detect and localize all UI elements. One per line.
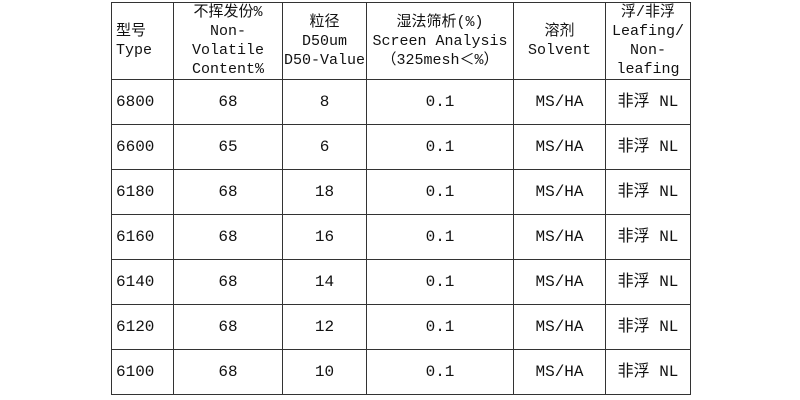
header-line: 型号 (116, 23, 147, 40)
cell-screen-analysis: 0.1 (366, 304, 514, 350)
cell-non-volatile-content: 68 (173, 259, 283, 305)
table-row: 6120 68 12 0.1 MS/HA 非浮 NL (111, 304, 691, 350)
table-row: 6100 68 10 0.1 MS/HA 非浮 NL (111, 349, 691, 395)
header-line: Type (116, 42, 153, 59)
table-row: 6180 68 18 0.1 MS/HA 非浮 NL (111, 169, 691, 215)
cell-non-volatile-content: 68 (173, 304, 283, 350)
header-non-volatile-content: 不挥发份% Non-Volatile Content% (173, 2, 283, 80)
cell-solvent: MS/HA (513, 79, 606, 125)
header-line: （325mesh＜%） (381, 51, 499, 69)
cell-screen-analysis: 0.1 (366, 349, 514, 395)
cell-type: 6140 (111, 259, 174, 305)
cell-non-volatile-content: 68 (173, 214, 283, 260)
cell-d50-value: 8 (282, 79, 367, 125)
cell-type: 6600 (111, 124, 174, 170)
header-line: Screen Analysis (372, 32, 508, 50)
cell-type: 6160 (111, 214, 174, 260)
header-line: 湿法筛析(%) (396, 13, 484, 31)
cell-solvent: MS/HA (513, 259, 606, 305)
cell-screen-analysis: 0.1 (366, 169, 514, 215)
cell-type: 6800 (111, 79, 174, 125)
table-row: 6600 65 6 0.1 MS/HA 非浮 NL (111, 124, 691, 170)
cell-leafing: 非浮 NL (605, 214, 691, 260)
cell-d50-value: 6 (282, 124, 367, 170)
header-line: Non-Volatile (191, 23, 264, 59)
cell-solvent: MS/HA (513, 124, 606, 170)
cell-leafing: 非浮 NL (605, 259, 691, 305)
cell-screen-analysis: 0.1 (366, 214, 514, 260)
cell-d50-value: 12 (282, 304, 367, 350)
cell-solvent: MS/HA (513, 214, 606, 260)
header-row: 型号 Type 不挥发份% Non-Volatile Content% 粒径 D50um D… (111, 2, 691, 80)
table-row: 6800 68 8 0.1 MS/HA 非浮 NL (111, 79, 691, 125)
cell-leafing: 非浮 NL (605, 304, 691, 350)
header-line: 浮/非浮 (620, 4, 675, 21)
cell-non-volatile-content: 65 (173, 124, 283, 170)
cell-solvent: MS/HA (513, 304, 606, 350)
cell-type: 6100 (111, 349, 174, 395)
cell-d50-value: 10 (282, 349, 367, 395)
header-d50-value: 粒径 D50um D50-Value (282, 2, 367, 80)
header-line: 不挥发份% (193, 4, 263, 21)
cell-non-volatile-content: 68 (173, 349, 283, 395)
table-body: 6800 68 8 0.1 MS/HA 非浮 NL 6600 65 6 0.1 MS/HA 非浮 NL… (111, 79, 691, 395)
header-leafing: 浮/非浮 Leafing/Non-leafing (605, 2, 691, 80)
cell-leafing: 非浮 NL (605, 349, 691, 395)
cell-leafing: 非浮 NL (605, 124, 691, 170)
header-line: Leafing/ (611, 23, 684, 40)
header-line: Solvent (527, 42, 591, 59)
cell-screen-analysis: 0.1 (366, 79, 514, 125)
cell-screen-analysis: 0.1 (366, 259, 514, 305)
header-line: Content% (191, 61, 264, 78)
cell-non-volatile-content: 68 (173, 79, 283, 125)
header-type: 型号 Type (111, 2, 174, 80)
header-line: Non-leafing (616, 42, 680, 78)
table-row: 6140 68 14 0.1 MS/HA 非浮 NL (111, 259, 691, 305)
product-spec-table: 型号 Type 不挥发份% Non-Volatile Content% 粒径 D50um D… (111, 2, 691, 395)
header-solvent: 溶剂 Solvent (513, 2, 606, 80)
cell-type: 6180 (111, 169, 174, 215)
table-row: 6160 68 16 0.1 MS/HA 非浮 NL (111, 214, 691, 260)
cell-d50-value: 18 (282, 169, 367, 215)
header-line: D50-Value (283, 51, 365, 69)
header-screen-analysis: 湿法筛析(%) Screen Analysis （325mesh＜%） (366, 2, 514, 80)
header-line: 溶剂 (544, 23, 575, 40)
cell-type: 6120 (111, 304, 174, 350)
cell-leafing: 非浮 NL (605, 79, 691, 125)
cell-d50-value: 16 (282, 214, 367, 260)
cell-screen-analysis: 0.1 (366, 124, 514, 170)
cell-d50-value: 14 (282, 259, 367, 305)
header-line: 粒径 D50um (301, 13, 347, 50)
cell-solvent: MS/HA (513, 349, 606, 395)
cell-leafing: 非浮 NL (605, 169, 691, 215)
cell-solvent: MS/HA (513, 169, 606, 215)
cell-non-volatile-content: 68 (173, 169, 283, 215)
